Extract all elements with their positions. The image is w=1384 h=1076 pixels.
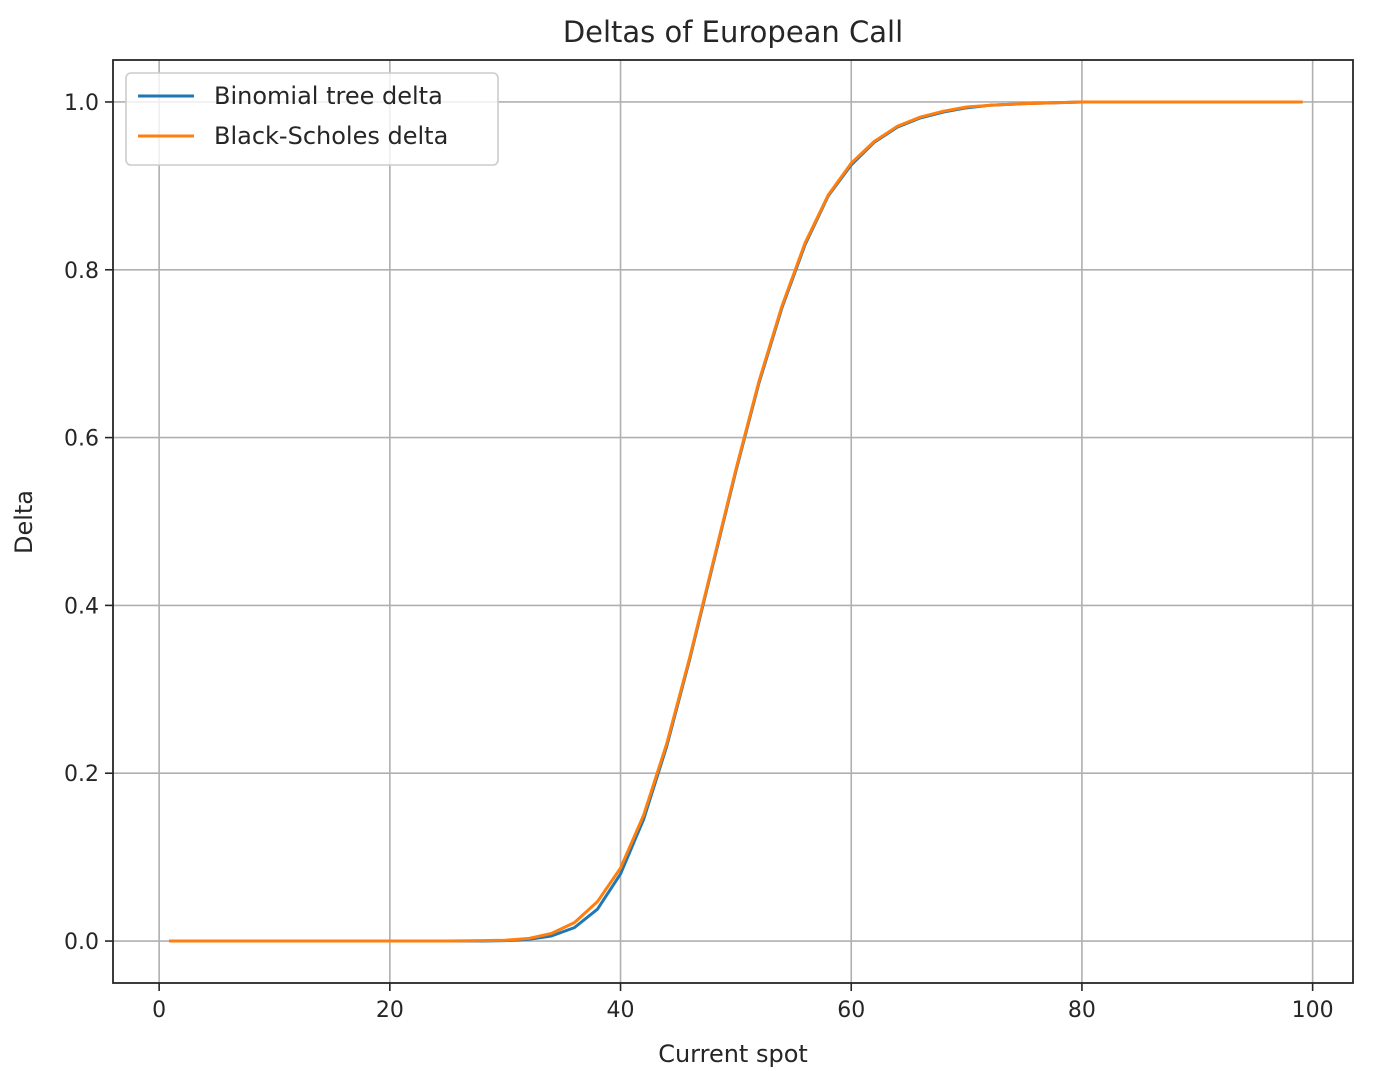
x-tick-label: 80 [1068,998,1096,1023]
x-tick-label: 60 [837,998,865,1023]
series-line-black-scholes [169,100,1303,943]
legend-box [125,72,499,166]
legend-label-binomial: Binomial tree delta [214,82,443,110]
x-tick-label: 20 [376,998,404,1023]
x-tick-label: 0 [152,998,166,1023]
legend-label-black-scholes: Black-Scholes delta [214,122,448,150]
y-axis-ticks: 0.0 0.2 0.4 0.6 0.8 1.0 [64,91,113,955]
series-lines [169,100,1303,943]
y-tick-label: 0.8 [64,259,99,284]
x-axis-ticks: 0 20 40 60 80 100 [152,983,1334,1023]
x-tick-label: 40 [607,998,635,1023]
x-axis-label: Current spot [658,1040,808,1068]
plot-frame [112,59,1354,984]
y-tick-label: 0.4 [64,594,99,619]
y-axis-label: Delta [10,490,38,554]
x-gridlines [158,60,1314,983]
y-tick-label: 0.6 [64,427,99,452]
y-tick-label: 0.0 [64,930,99,955]
y-tick-label: 1.0 [64,91,99,116]
chart-title: Deltas of European Call [563,15,903,49]
plot-area [113,60,1353,983]
y-tick-label: 0.2 [64,762,99,787]
x-tick-label: 100 [1292,998,1334,1023]
legend: Binomial tree delta Black-Scholes delta [125,72,499,166]
